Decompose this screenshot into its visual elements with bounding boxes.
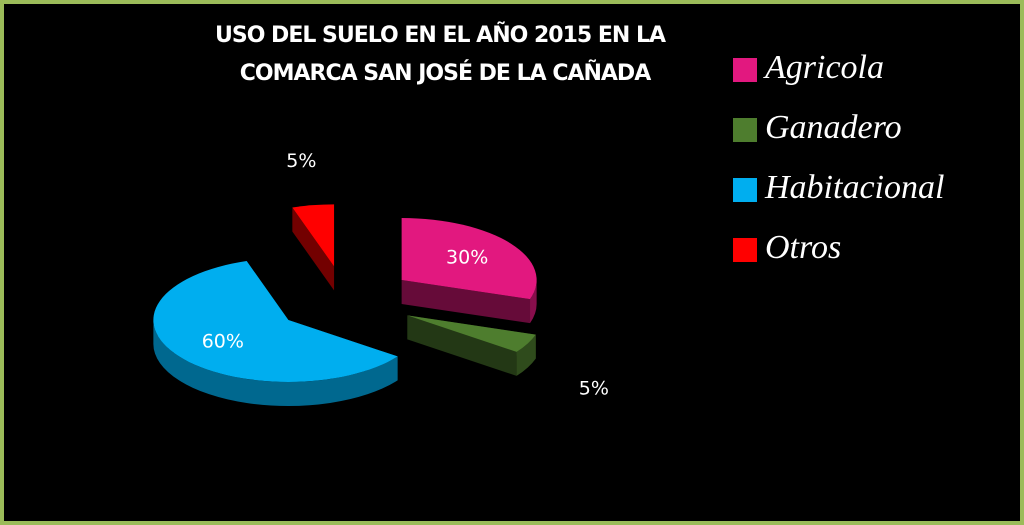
slice: [401, 218, 537, 324]
slice-side: [153, 319, 398, 406]
slice-top: [407, 315, 536, 352]
data-label: 5%: [579, 378, 609, 400]
data-label: 30%: [446, 247, 488, 269]
slice: [407, 315, 536, 376]
slice: [153, 261, 398, 406]
slice-top: [292, 204, 335, 267]
slice-top: [401, 218, 537, 300]
legend-label: Ganadero: [765, 109, 902, 146]
legend-label: Agricola: [763, 49, 884, 86]
legend-swatch: [733, 238, 757, 262]
slice-wall: [401, 280, 531, 324]
legend-swatch: [733, 118, 757, 142]
slice-side: [530, 280, 537, 324]
legend-swatch: [733, 178, 757, 202]
chart-title: USO DEL SUELO EN EL AÑO 2015 EN LA: [215, 22, 666, 48]
data-label: 5%: [286, 150, 316, 172]
slice-wall: [292, 207, 335, 291]
slice-top: [153, 261, 398, 382]
slice: [292, 204, 335, 291]
legend-label: Otros: [765, 229, 841, 266]
legend-label: Habitacional: [764, 169, 944, 206]
data-label: 60%: [202, 330, 244, 352]
chart-title: COMARCA SAN JOSÉ DE LA CAÑADA: [240, 60, 651, 86]
slice-side: [516, 334, 536, 376]
slice-wall: [407, 315, 517, 376]
legend-swatch: [733, 58, 757, 82]
